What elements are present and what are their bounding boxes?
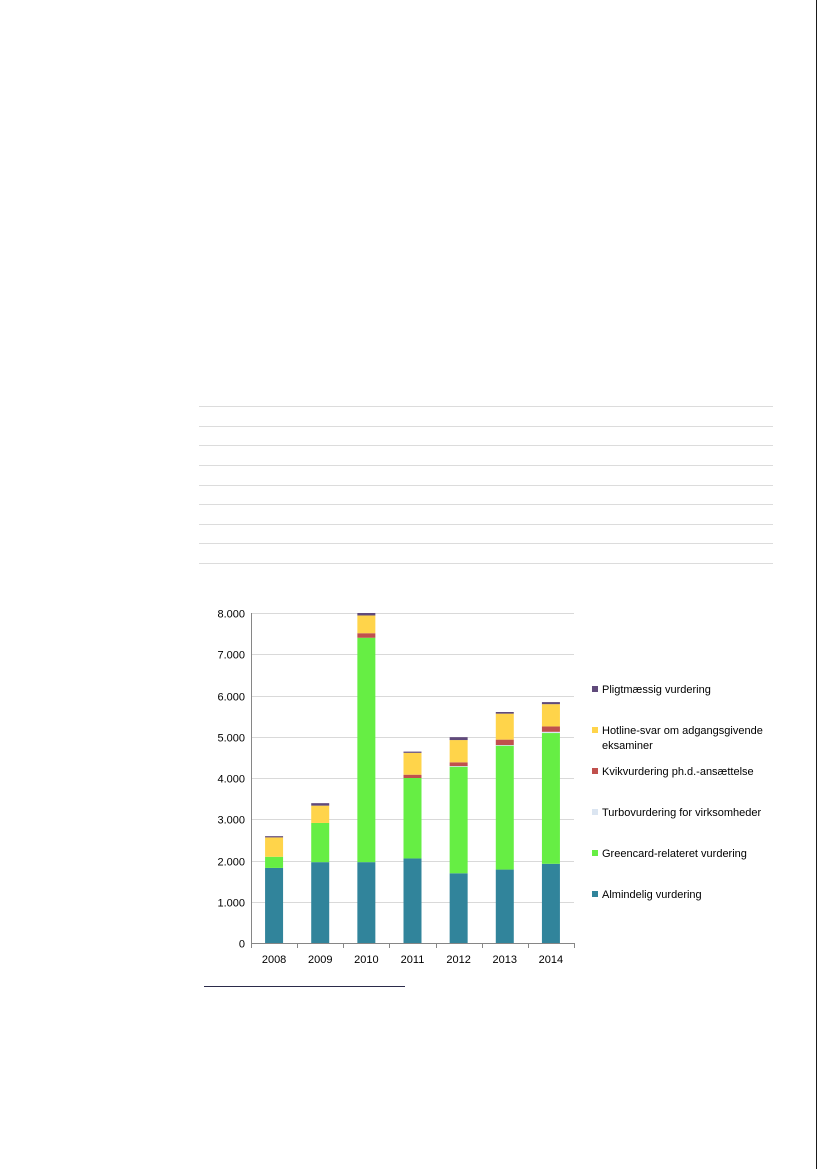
empty-table-rules [199, 406, 773, 566]
table-rule [199, 524, 773, 525]
y-tick-label: 6.000 [217, 692, 245, 704]
y-tick-label: 1.000 [217, 898, 245, 910]
table-rule [199, 563, 773, 564]
bar-segment [541, 704, 560, 727]
bar-segment [541, 733, 560, 864]
legend-label: Turbovurdering for virksomheder [602, 807, 761, 819]
legend-swatch [592, 727, 598, 733]
legend-label: Hotline-svar om adgangsgivende eksaminer [602, 725, 763, 752]
footnote-rule [204, 986, 405, 987]
page-edge-line [816, 0, 817, 1169]
y-tick-label: 0 [239, 939, 245, 951]
legend-swatch [592, 850, 598, 856]
bar-segment [541, 726, 560, 732]
bar-segment [449, 873, 468, 943]
bar-segment [403, 752, 422, 775]
bar-segment [541, 731, 560, 734]
bar-segment [495, 739, 514, 745]
bar-segment [265, 856, 284, 868]
bar-segment [495, 713, 514, 740]
bar-segment [449, 737, 468, 741]
legend-swatch [592, 891, 598, 897]
bar-segment [357, 637, 376, 863]
legend-label: Almindelig vurdering [602, 889, 702, 901]
table-rule [199, 504, 773, 505]
y-tick-label: 4.000 [217, 774, 245, 786]
bar-segment [265, 836, 284, 838]
legend-label: Greencard-relateret vurdering [602, 848, 747, 860]
bar-segment [495, 745, 514, 870]
bar-segment [449, 766, 468, 874]
x-tick-label: 2008 [262, 954, 286, 966]
bar-segment [403, 778, 422, 859]
bar-segment [449, 766, 468, 767]
table-rule [199, 426, 773, 427]
legend-swatch [592, 686, 598, 692]
table-rule [199, 406, 773, 407]
stacked-bar-chart: 0 1.000 2.000 3.000 4.000 5.000 6.000 7.000 8.00… [196, 598, 776, 978]
y-tick-label: 2.000 [217, 857, 245, 869]
y-tick-label: 3.000 [217, 815, 245, 827]
bar-segment [357, 633, 376, 638]
bar-segment [541, 863, 560, 943]
table-rule [199, 543, 773, 544]
bar-segment [541, 702, 560, 705]
bar-segment [311, 862, 330, 943]
x-tick-label: 2014 [539, 954, 563, 966]
table-rule [199, 445, 773, 446]
table-rule [199, 485, 773, 486]
legend-swatch [592, 768, 598, 774]
x-tick-label: 2009 [308, 954, 332, 966]
bar-segment [357, 613, 376, 616]
legend-swatch [592, 809, 598, 815]
bar-segment [311, 803, 330, 806]
bar-segment [449, 740, 468, 763]
bar-segment [495, 712, 514, 714]
bar-segment [311, 822, 330, 863]
bar-segment [403, 774, 422, 778]
x-tick-label: 2011 [401, 954, 425, 966]
bar-segment [495, 745, 514, 746]
y-tick-label: 8.000 [217, 609, 245, 621]
y-tick-label: 5.000 [217, 733, 245, 745]
x-tick-label: 2012 [446, 954, 470, 966]
x-tick-label: 2013 [493, 954, 517, 966]
bar-segment [403, 751, 422, 753]
bar-segment [265, 837, 284, 857]
bar-segment [495, 869, 514, 943]
bar-segment [403, 858, 422, 943]
chart-svg: 0 1.000 2.000 3.000 4.000 5.000 6.000 7.000 8.00… [217, 609, 763, 967]
table-rule [199, 465, 773, 466]
legend-label: Pligtmæssig vurdering [602, 684, 711, 696]
bar-segment [265, 867, 284, 943]
bar-segment [357, 862, 376, 943]
bar-segment [357, 615, 376, 634]
legend-label: Kvikvurdering ph.d.-ansættelse [602, 766, 754, 778]
bar-segment [311, 805, 330, 823]
y-tick-label: 7.000 [217, 650, 245, 662]
x-tick-label: 2010 [354, 954, 378, 966]
bar-segment [449, 762, 468, 767]
